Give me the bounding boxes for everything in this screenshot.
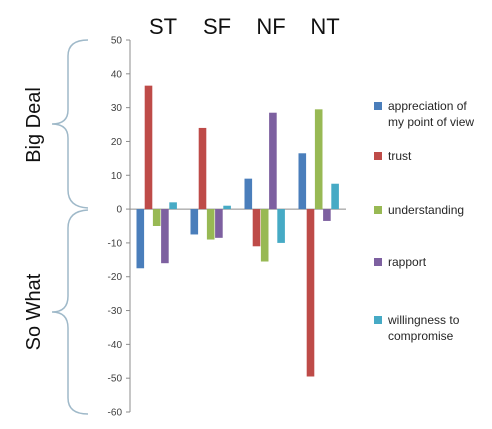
legend-swatch-0 [374, 102, 382, 110]
category-label-nt: NT [310, 14, 339, 39]
legend-swatch-4 [374, 316, 382, 324]
bar-nf-2 [260, 209, 269, 262]
bar-nf-3 [269, 112, 277, 210]
y-tick-label: 20 [111, 137, 123, 148]
legend-label-2: understanding [388, 203, 464, 217]
y-tick-label: -20 [108, 272, 123, 283]
legend-label-1: trust [388, 149, 412, 163]
y-tick-label: 50 [111, 36, 123, 47]
legend-label-4: compromise [388, 329, 454, 343]
bar-sf-3 [215, 209, 223, 238]
legend: appreciation of my point of view trust unde… [374, 99, 474, 343]
y-tick-label: -40 [108, 340, 123, 351]
bar-sf-2 [206, 209, 215, 240]
bracket-upper [51, 39, 89, 209]
bar-st-4 [169, 202, 177, 210]
category-label-sf: SF [203, 14, 231, 39]
bar-sf-0 [190, 209, 199, 235]
legend-swatch-2 [374, 206, 382, 214]
y-tick-label: -10 [108, 238, 123, 249]
brackets [51, 39, 89, 415]
y-axis: 50 40 30 20 10 0 -10 -20 -30 -40 -50 -60 [108, 36, 346, 419]
category-label-st: ST [149, 14, 177, 39]
bar-nt-3 [323, 209, 331, 221]
y-tick-label: 10 [111, 171, 123, 182]
side-label-upper: Big Deal [23, 87, 45, 163]
bar-nf-4 [277, 209, 285, 243]
y-tick-label: 30 [111, 103, 123, 114]
bar-nt-4 [331, 183, 339, 210]
legend-label-0: my point of view [388, 115, 474, 129]
bar-nf-0 [244, 178, 253, 210]
y-tick-label: -30 [108, 306, 123, 317]
bar-nt-1 [306, 209, 315, 377]
bar-st-0 [136, 209, 145, 269]
bar-nf-1 [252, 209, 261, 247]
bar-st-2 [152, 209, 161, 226]
y-tick-label: 0 [116, 205, 122, 216]
side-label-lower: So What [23, 273, 45, 350]
y-tick-label: -50 [108, 374, 123, 385]
legend-label-4: willingness to [387, 313, 460, 327]
bar-nt-2 [314, 109, 323, 210]
legend-swatch-1 [374, 152, 382, 160]
category-labels: ST SF NF NT [149, 14, 340, 39]
bar-st-3 [161, 209, 169, 264]
category-label-nf: NF [256, 14, 285, 39]
bars [136, 85, 339, 377]
legend-label-3: rapport [388, 255, 427, 269]
bracket-lower [51, 209, 89, 415]
y-tick-label: 40 [111, 69, 123, 80]
bar-st-1 [144, 85, 153, 210]
legend-label-0: appreciation of [388, 99, 467, 113]
y-tick-label: -60 [108, 408, 123, 419]
bar-sf-4 [223, 205, 231, 210]
bar-nt-0 [298, 153, 307, 210]
bar-sf-1 [198, 127, 207, 210]
legend-swatch-3 [374, 258, 382, 266]
